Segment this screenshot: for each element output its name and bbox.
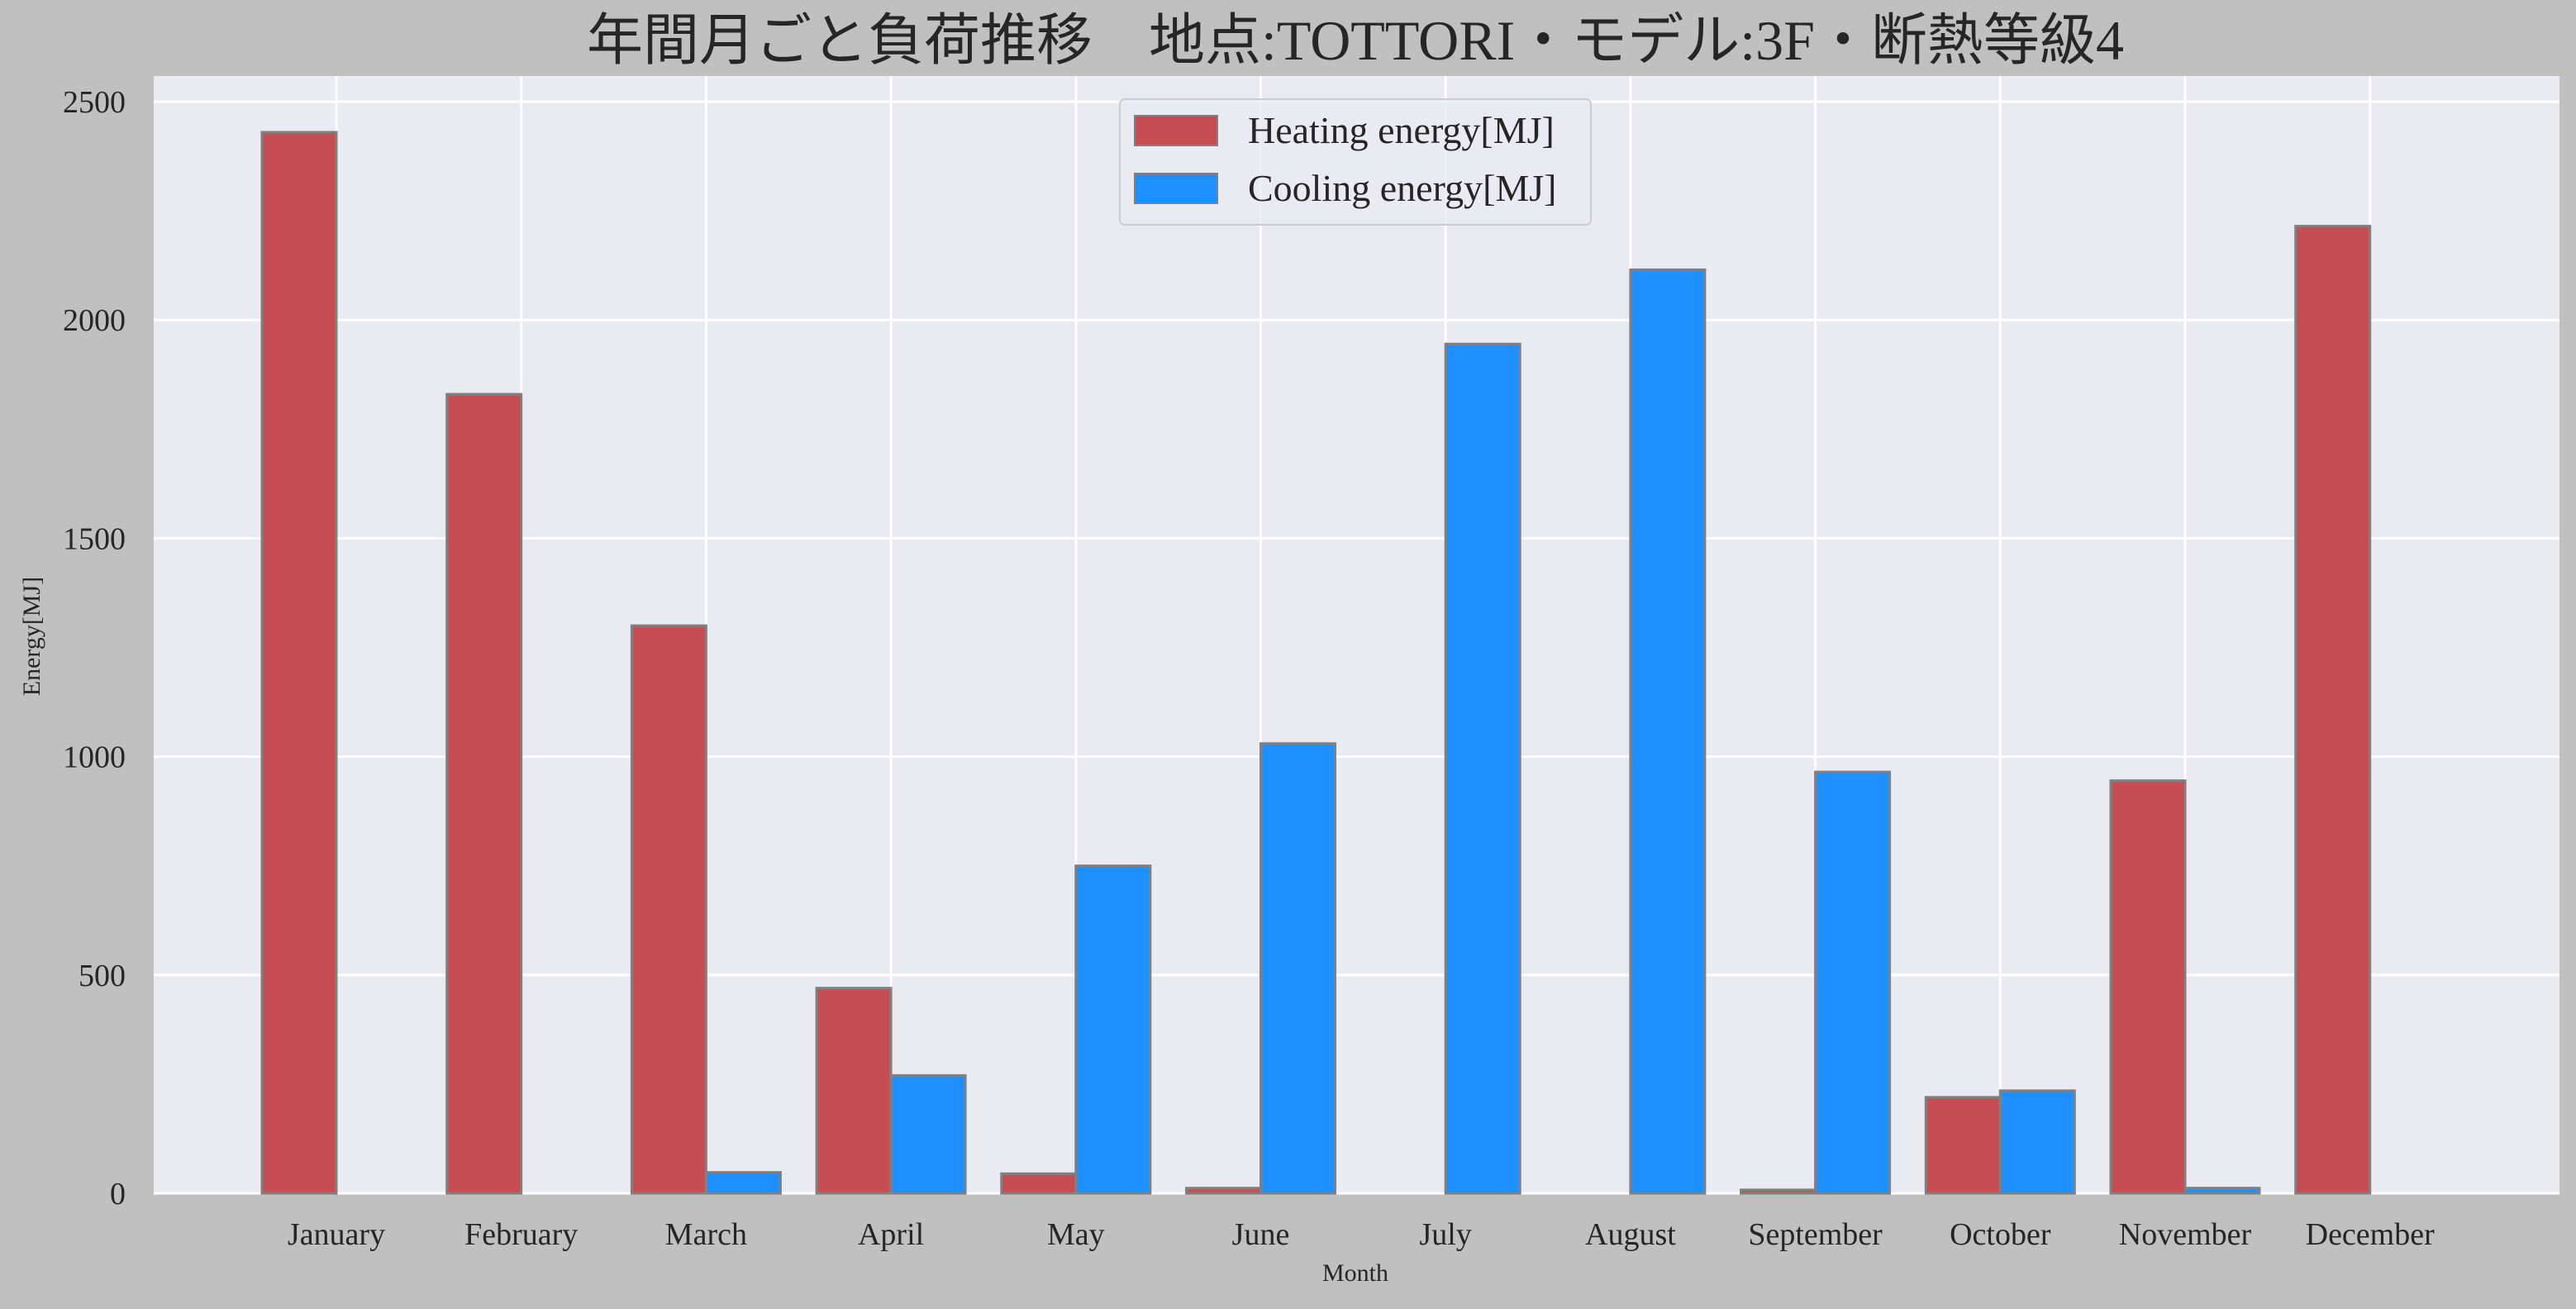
heating-bar-april bbox=[815, 987, 893, 1195]
x-tick-label: December bbox=[2306, 1217, 2435, 1252]
y-tick-label: 2000 bbox=[63, 303, 126, 338]
x-tick-label: August bbox=[1585, 1217, 1676, 1252]
x-tick-label: January bbox=[288, 1217, 385, 1252]
y-tick-label: 500 bbox=[79, 959, 126, 993]
heating-bar-march bbox=[630, 624, 707, 1195]
x-tick-label: June bbox=[1232, 1217, 1290, 1252]
cooling-bar-march bbox=[704, 1171, 782, 1195]
y-axis-label: Energy[MJ] bbox=[18, 577, 45, 696]
x-tick-labels: January February March April May June July Augu… bbox=[288, 1217, 2435, 1252]
heating-bar-november bbox=[2109, 779, 2187, 1195]
heating-bar-june bbox=[1185, 1187, 1262, 1195]
legend-label-cooling: Cooling energy[MJ] bbox=[1248, 167, 1557, 209]
heating-bar-february bbox=[445, 393, 523, 1195]
x-tick-label: November bbox=[2119, 1217, 2252, 1252]
cooling-bar-july bbox=[1444, 342, 1521, 1195]
legend-box bbox=[1119, 98, 1592, 226]
cooling-bar-may bbox=[1074, 864, 1152, 1195]
legend-swatch-cooling bbox=[1134, 173, 1218, 204]
cooling-bar-august bbox=[1629, 268, 1707, 1195]
x-tick-label: September bbox=[1748, 1217, 1883, 1252]
legend-label-heating: Heating energy[MJ] bbox=[1248, 109, 1555, 151]
x-tick-label: February bbox=[464, 1217, 578, 1252]
x-tick-label: April bbox=[858, 1217, 924, 1252]
cooling-bar-october bbox=[1998, 1089, 2076, 1195]
cooling-bar-november bbox=[2183, 1187, 2261, 1195]
heating-bar-october bbox=[1924, 1096, 2002, 1195]
legend-swatch-heating bbox=[1134, 115, 1218, 146]
y-tick-label: 2500 bbox=[63, 85, 126, 120]
chart-title: 年間月ごと負荷推移 地点:TOTTORI・モデル:3F・断熱等級4 bbox=[587, 9, 2124, 72]
cooling-bar-september bbox=[1814, 770, 1892, 1195]
heating-bar-december bbox=[2294, 225, 2372, 1195]
heating-bar-may bbox=[1000, 1172, 1078, 1195]
y-tick-label: 0 bbox=[110, 1177, 126, 1211]
heating-bar-january bbox=[260, 131, 338, 1195]
y-tick-label: 1000 bbox=[63, 740, 126, 775]
cooling-bar-june bbox=[1259, 742, 1336, 1195]
cooling-bar-april bbox=[889, 1073, 967, 1195]
legend: Heating energy[MJ] Cooling energy[MJ] bbox=[1119, 98, 1592, 226]
x-tick-label: October bbox=[1950, 1217, 2051, 1252]
x-tick-label: March bbox=[665, 1217, 747, 1252]
bars bbox=[260, 131, 2372, 1195]
x-tick-label: July bbox=[1420, 1217, 1472, 1252]
x-axis-label: Month bbox=[1322, 1259, 1388, 1287]
x-tick-label: May bbox=[1047, 1217, 1105, 1252]
y-tick-label: 1500 bbox=[63, 521, 126, 556]
heating-bar-september bbox=[1740, 1188, 1817, 1195]
y-tick-labels: 0 500 1000 1500 2000 2500 bbox=[63, 85, 126, 1211]
